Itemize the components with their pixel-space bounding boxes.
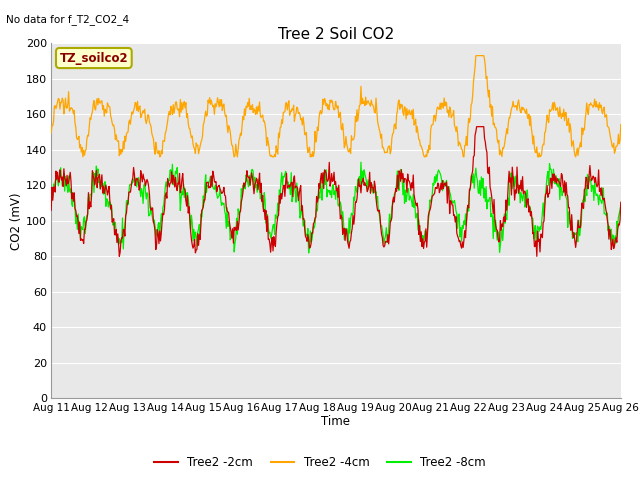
Text: TZ_soilco2: TZ_soilco2 (60, 51, 128, 64)
X-axis label: Time: Time (321, 415, 351, 428)
Title: Tree 2 Soil CO2: Tree 2 Soil CO2 (278, 27, 394, 42)
Legend: Tree2 -2cm, Tree2 -4cm, Tree2 -8cm: Tree2 -2cm, Tree2 -4cm, Tree2 -8cm (149, 452, 491, 474)
Text: No data for f_T2_CO2_4: No data for f_T2_CO2_4 (6, 14, 129, 25)
Y-axis label: CO2 (mV): CO2 (mV) (10, 192, 23, 250)
